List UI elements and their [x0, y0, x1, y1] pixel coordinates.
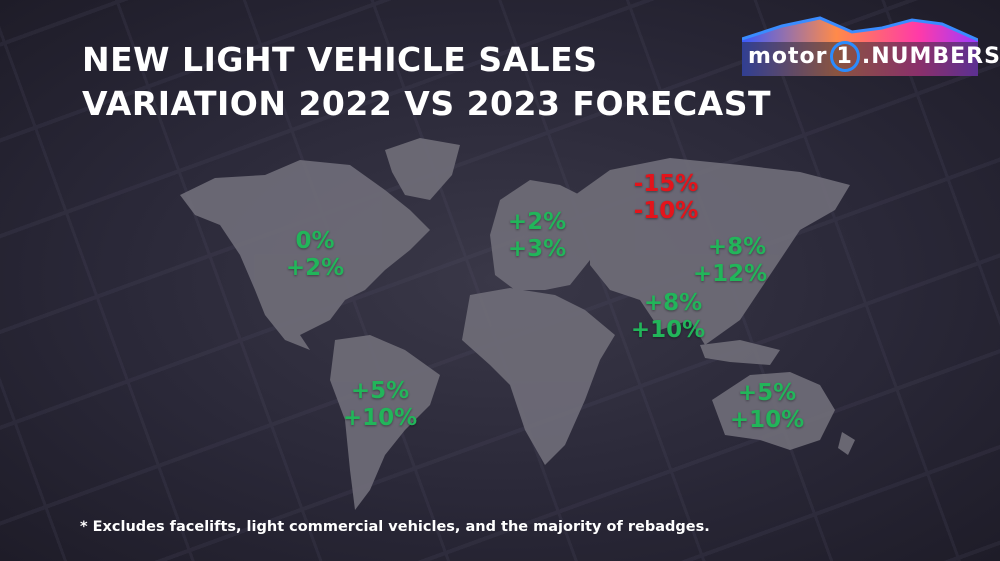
new-zealand: [838, 432, 855, 455]
value-2023: +3%: [507, 236, 567, 262]
logo-text-numbers: .NUMBERS: [861, 44, 1000, 69]
value-2022: -15%: [633, 171, 699, 197]
page-title: NEW LIGHT VEHICLE SALES VARIATION 2022 V…: [82, 38, 771, 126]
north-america: [180, 160, 430, 350]
motor1-numbers-logo: motor 1 .NUMBERS: [741, 14, 1000, 76]
footnote: * Excludes facelifts, light commercial v…: [80, 519, 710, 535]
greenland: [385, 138, 460, 200]
region-label-europe: +2% +3%: [508, 209, 566, 263]
value-2023: -10%: [633, 198, 699, 224]
africa: [462, 288, 615, 465]
logo-text-motor: motor: [748, 44, 828, 69]
region-label-china: +8% +12%: [693, 234, 767, 288]
value-2022: 0%: [295, 228, 335, 254]
region-label-south-america: +5% +10%: [343, 378, 417, 432]
value-2023: +10%: [630, 317, 706, 343]
region-label-russia: -15% -10%: [634, 171, 699, 225]
logo-mark: 1: [829, 41, 860, 72]
value-2023: +2%: [285, 255, 345, 281]
southeast-asia-islands: [700, 340, 780, 365]
value-2022: +5%: [350, 378, 410, 404]
value-2023: +10%: [342, 405, 418, 431]
region-label-india: +8% +10%: [631, 290, 705, 344]
title-line-1: NEW LIGHT VEHICLE SALES: [82, 40, 598, 79]
australia: [712, 372, 835, 450]
south-america: [330, 335, 440, 510]
region-label-oceania: +5% +10%: [730, 380, 804, 434]
mountain-graph-icon: [741, 16, 979, 76]
region-label-north-america: 0% +2%: [286, 228, 344, 282]
value-2022: +2%: [507, 209, 567, 235]
value-2022: +8%: [643, 290, 703, 316]
value-2022: +5%: [737, 380, 797, 406]
asia: [575, 158, 850, 345]
value-2023: +12%: [692, 261, 768, 287]
value-2022: +8%: [707, 234, 767, 260]
title-line-2: VARIATION 2022 VS 2023 FORECAST: [82, 84, 772, 123]
europe: [490, 180, 590, 290]
value-2023: +10%: [729, 407, 805, 433]
